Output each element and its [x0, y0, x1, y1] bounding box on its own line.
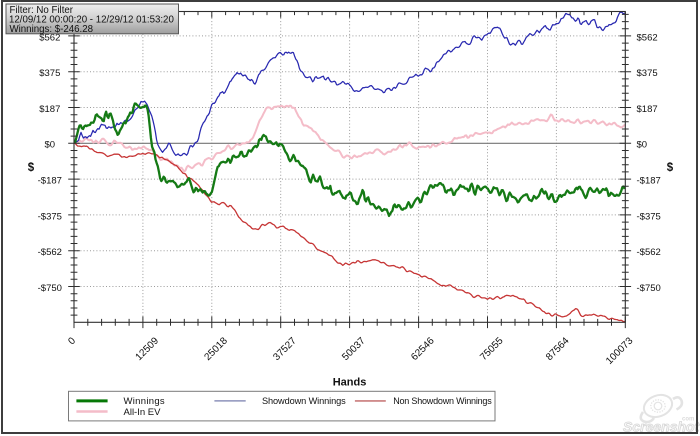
svg-text:$375: $375 — [637, 68, 658, 79]
svg-text:-$375: -$375 — [637, 211, 661, 222]
svg-text:Showdown Winnings: Showdown Winnings — [262, 396, 346, 406]
svg-text:-$562: -$562 — [637, 247, 661, 258]
svg-text:37527: 37527 — [271, 335, 299, 363]
svg-text:-$750: -$750 — [637, 283, 661, 294]
svg-text:0: 0 — [66, 335, 78, 347]
svg-text:-$562: -$562 — [38, 247, 62, 258]
svg-text:Winnings: Winnings — [124, 396, 165, 407]
svg-text:$375: $375 — [39, 68, 60, 79]
svg-text:com: com — [682, 417, 694, 423]
svg-text:Hands: Hands — [333, 377, 367, 389]
svg-text:62546: 62546 — [409, 335, 437, 363]
svg-text:Screenshot: Screenshot — [623, 419, 700, 435]
svg-text:-$187: -$187 — [38, 176, 62, 187]
svg-text:50037: 50037 — [340, 335, 368, 363]
svg-text:$: $ — [28, 162, 35, 174]
svg-text:100073: 100073 — [604, 335, 636, 367]
svg-text:$0: $0 — [637, 140, 648, 151]
svg-text:$: $ — [667, 162, 674, 174]
svg-text:87564: 87564 — [544, 335, 572, 363]
svg-text:25018: 25018 — [202, 335, 230, 363]
svg-text:Winnings: $-246.28: Winnings: $-246.28 — [10, 24, 93, 35]
svg-text:$187: $187 — [637, 104, 658, 115]
svg-text:-$750: -$750 — [38, 283, 62, 294]
svg-text:12/09/12 00:00:20 - 12/29/12 0: 12/09/12 00:00:20 - 12/29/12 01:53:20 — [9, 14, 174, 25]
svg-text:$0: $0 — [45, 140, 56, 151]
svg-text:-$375: -$375 — [38, 211, 62, 222]
svg-text:12509: 12509 — [134, 335, 162, 363]
svg-text:-$187: -$187 — [637, 176, 661, 187]
svg-text:Filter: No Filter: Filter: No Filter — [10, 5, 74, 16]
svg-text:$187: $187 — [39, 104, 60, 115]
svg-text:75055: 75055 — [478, 335, 506, 363]
svg-text:Non Showdown Winnings: Non Showdown Winnings — [393, 396, 492, 406]
svg-text:All-In EV: All-In EV — [124, 407, 162, 418]
svg-text:$562: $562 — [637, 32, 658, 43]
svg-text:$562: $562 — [39, 32, 60, 43]
